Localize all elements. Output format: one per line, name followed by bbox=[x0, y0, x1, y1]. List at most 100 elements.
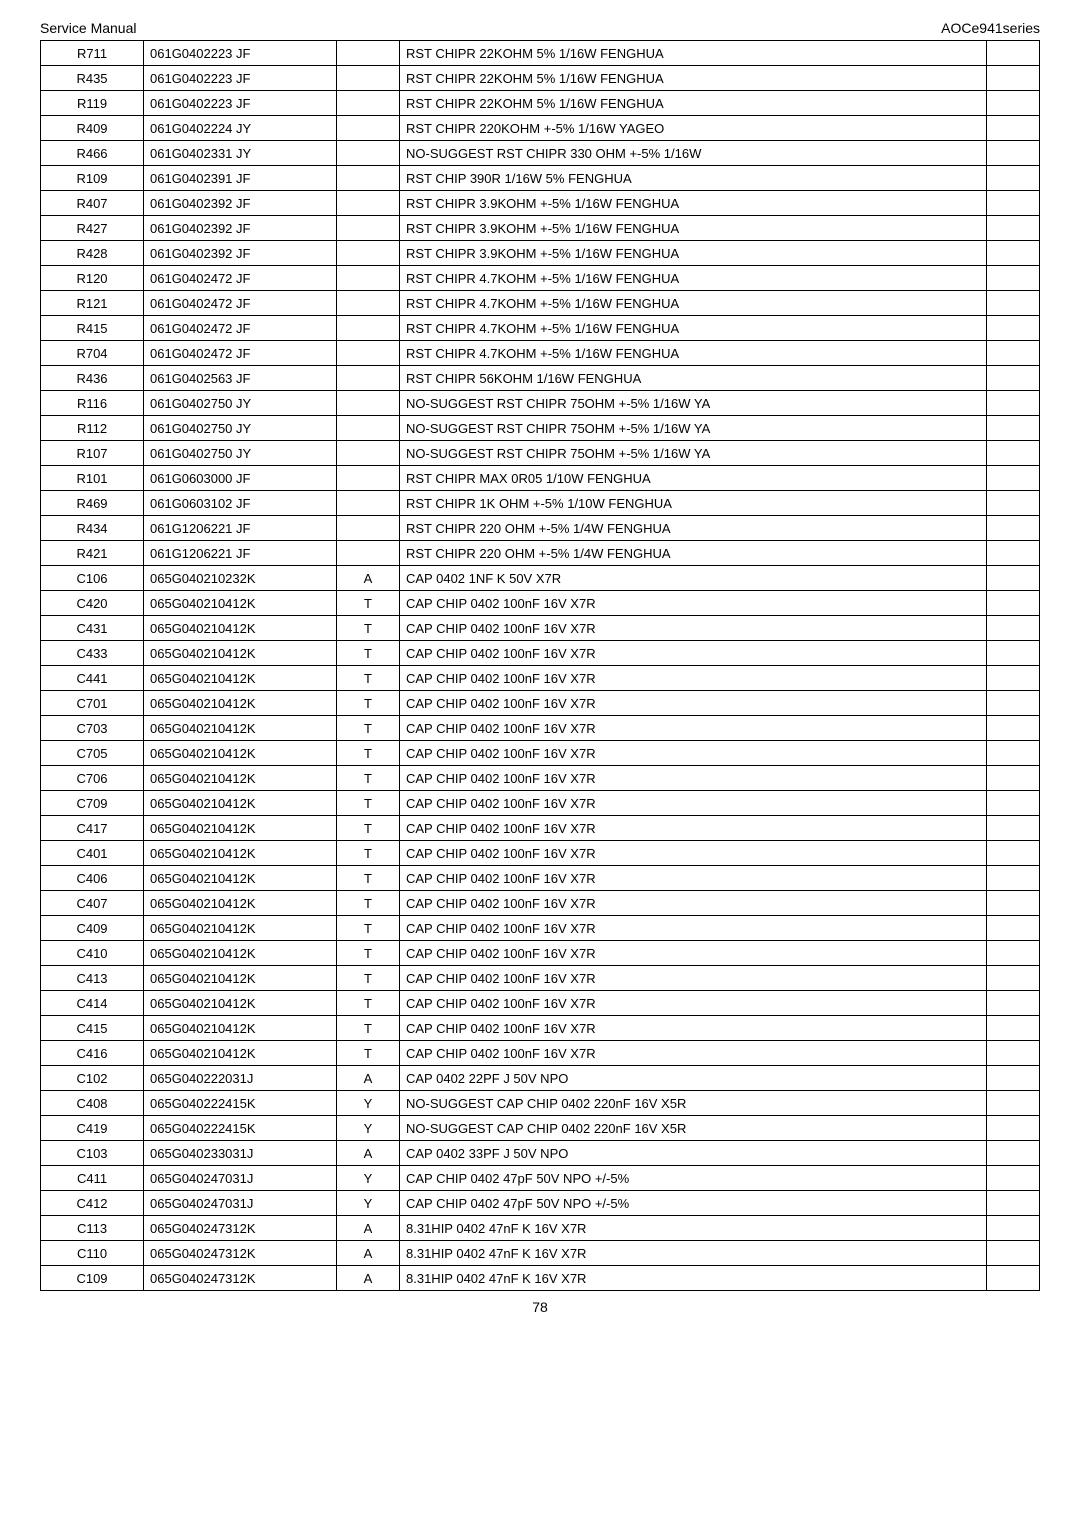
table-cell: 065G040247312K bbox=[144, 1266, 337, 1291]
table-cell bbox=[987, 1116, 1040, 1141]
table-cell: R107 bbox=[41, 441, 144, 466]
table-cell: CAP CHIP 0402 100nF 16V X7R bbox=[400, 991, 987, 1016]
table-cell: 065G040210412K bbox=[144, 641, 337, 666]
table-row: C431065G040210412KTCAP CHIP 0402 100nF 1… bbox=[41, 616, 1040, 641]
table-cell bbox=[987, 491, 1040, 516]
table-cell: 8.31HIP 0402 47nF K 16V X7R bbox=[400, 1266, 987, 1291]
table-cell bbox=[987, 1166, 1040, 1191]
table-cell: R421 bbox=[41, 541, 144, 566]
table-cell: C415 bbox=[41, 1016, 144, 1041]
table-cell bbox=[987, 1191, 1040, 1216]
table-row: R119061G0402223 JFRST CHIPR 22KOHM 5% 1/… bbox=[41, 91, 1040, 116]
table-cell bbox=[337, 491, 400, 516]
table-cell: RST CHIP 390R 1/16W 5% FENGHUA bbox=[400, 166, 987, 191]
table-cell: Y bbox=[337, 1116, 400, 1141]
table-cell: Y bbox=[337, 1091, 400, 1116]
table-cell bbox=[337, 91, 400, 116]
table-cell: T bbox=[337, 766, 400, 791]
table-row: C414065G040210412KTCAP CHIP 0402 100nF 1… bbox=[41, 991, 1040, 1016]
table-cell: 8.31HIP 0402 47nF K 16V X7R bbox=[400, 1216, 987, 1241]
table-cell bbox=[987, 116, 1040, 141]
table-cell: C441 bbox=[41, 666, 144, 691]
table-row: R436061G0402563 JFRST CHIPR 56KOHM 1/16W… bbox=[41, 366, 1040, 391]
table-cell: 065G040210412K bbox=[144, 841, 337, 866]
table-cell: 061G0402472 JF bbox=[144, 341, 337, 366]
table-cell bbox=[987, 541, 1040, 566]
table-cell: 061G0402391 JF bbox=[144, 166, 337, 191]
table-cell: T bbox=[337, 866, 400, 891]
table-cell: CAP CHIP 0402 100nF 16V X7R bbox=[400, 816, 987, 841]
table-cell: CAP CHIP 0402 100nF 16V X7R bbox=[400, 866, 987, 891]
table-row: R101061G0603000 JFRST CHIPR MAX 0R05 1/1… bbox=[41, 466, 1040, 491]
table-cell: 061G0402750 JY bbox=[144, 441, 337, 466]
table-cell bbox=[987, 66, 1040, 91]
table-cell bbox=[987, 641, 1040, 666]
table-row: R435061G0402223 JFRST CHIPR 22KOHM 5% 1/… bbox=[41, 66, 1040, 91]
table-cell: C412 bbox=[41, 1191, 144, 1216]
table-cell: R469 bbox=[41, 491, 144, 516]
table-cell: NO-SUGGEST RST CHIPR 75OHM +-5% 1/16W YA bbox=[400, 441, 987, 466]
table-cell: T bbox=[337, 966, 400, 991]
table-cell bbox=[337, 541, 400, 566]
table-cell: 061G1206221 JF bbox=[144, 516, 337, 541]
table-cell bbox=[987, 391, 1040, 416]
table-cell: T bbox=[337, 1016, 400, 1041]
table-cell bbox=[987, 1216, 1040, 1241]
table-cell: T bbox=[337, 591, 400, 616]
table-cell: 061G0402223 JF bbox=[144, 41, 337, 66]
table-cell: 065G040210412K bbox=[144, 616, 337, 641]
table-cell: R704 bbox=[41, 341, 144, 366]
table-cell: RST CHIPR 22KOHM 5% 1/16W FENGHUA bbox=[400, 91, 987, 116]
table-cell: R409 bbox=[41, 116, 144, 141]
table-cell bbox=[337, 391, 400, 416]
table-cell: A bbox=[337, 1141, 400, 1166]
table-cell: R427 bbox=[41, 216, 144, 241]
table-cell: 065G040210412K bbox=[144, 991, 337, 1016]
table-cell: 061G1206221 JF bbox=[144, 541, 337, 566]
table-row: C705065G040210412KTCAP CHIP 0402 100nF 1… bbox=[41, 741, 1040, 766]
table-cell: T bbox=[337, 741, 400, 766]
table-cell: R116 bbox=[41, 391, 144, 416]
table-cell: T bbox=[337, 716, 400, 741]
table-cell: Y bbox=[337, 1166, 400, 1191]
table-row: C109065G040247312KA8.31HIP 0402 47nF K 1… bbox=[41, 1266, 1040, 1291]
table-row: R434061G1206221 JFRST CHIPR 220 OHM +-5%… bbox=[41, 516, 1040, 541]
table-row: C412065G040247031JYCAP CHIP 0402 47pF 50… bbox=[41, 1191, 1040, 1216]
table-row: C410065G040210412KTCAP CHIP 0402 100nF 1… bbox=[41, 941, 1040, 966]
table-row: C441065G040210412KTCAP CHIP 0402 100nF 1… bbox=[41, 666, 1040, 691]
table-cell bbox=[337, 441, 400, 466]
table-cell: CAP CHIP 0402 100nF 16V X7R bbox=[400, 641, 987, 666]
table-cell: CAP 0402 33PF J 50V NPO bbox=[400, 1141, 987, 1166]
table-cell: T bbox=[337, 891, 400, 916]
table-row: C409065G040210412KTCAP CHIP 0402 100nF 1… bbox=[41, 916, 1040, 941]
table-cell: CAP CHIP 0402 100nF 16V X7R bbox=[400, 691, 987, 716]
table-cell: C703 bbox=[41, 716, 144, 741]
table-cell: C413 bbox=[41, 966, 144, 991]
table-row: C433065G040210412KTCAP CHIP 0402 100nF 1… bbox=[41, 641, 1040, 666]
table-cell: C433 bbox=[41, 641, 144, 666]
table-cell: CAP 0402 22PF J 50V NPO bbox=[400, 1066, 987, 1091]
table-cell bbox=[987, 141, 1040, 166]
table-row: C103065G040233031JACAP 0402 33PF J 50V N… bbox=[41, 1141, 1040, 1166]
table-cell: CAP CHIP 0402 100nF 16V X7R bbox=[400, 1041, 987, 1066]
table-cell bbox=[987, 841, 1040, 866]
table-cell: R407 bbox=[41, 191, 144, 216]
table-cell: T bbox=[337, 1041, 400, 1066]
table-cell: 065G040210412K bbox=[144, 791, 337, 816]
table-cell: T bbox=[337, 791, 400, 816]
table-cell: 8.31HIP 0402 47nF K 16V X7R bbox=[400, 1241, 987, 1266]
table-cell: CAP CHIP 0402 100nF 16V X7R bbox=[400, 616, 987, 641]
table-cell: R101 bbox=[41, 466, 144, 491]
table-cell: RST CHIPR 1K OHM +-5% 1/10W FENGHUA bbox=[400, 491, 987, 516]
table-cell bbox=[987, 691, 1040, 716]
table-cell: R112 bbox=[41, 416, 144, 441]
table-cell bbox=[987, 791, 1040, 816]
table-row: C706065G040210412KTCAP CHIP 0402 100nF 1… bbox=[41, 766, 1040, 791]
table-row: C406065G040210412KTCAP CHIP 0402 100nF 1… bbox=[41, 866, 1040, 891]
table-cell: RST CHIPR 3.9KOHM +-5% 1/16W FENGHUA bbox=[400, 241, 987, 266]
table-cell bbox=[987, 1041, 1040, 1066]
table-cell bbox=[337, 116, 400, 141]
table-row: C408065G040222415KYNO-SUGGEST CAP CHIP 0… bbox=[41, 1091, 1040, 1116]
table-row: C417065G040210412KTCAP CHIP 0402 100nF 1… bbox=[41, 816, 1040, 841]
table-cell: CAP CHIP 0402 47pF 50V NPO +/-5% bbox=[400, 1166, 987, 1191]
